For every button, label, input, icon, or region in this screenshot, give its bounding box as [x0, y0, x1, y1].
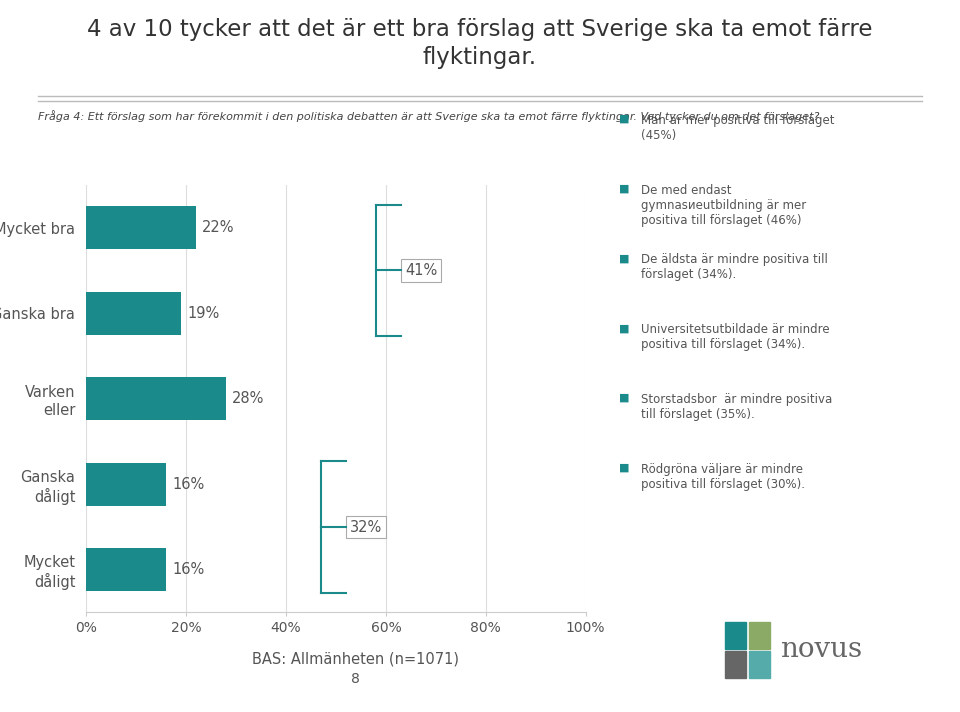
- Text: Fråga 4: Ett förslag som har förekommit i den politiska debatten är att Sverige : Fråga 4: Ett förslag som har förekommit …: [38, 110, 820, 122]
- Text: Rödgröna väljare är mindre
positiva till förslaget (30%).: Rödgröna väljare är mindre positiva till…: [641, 463, 805, 491]
- Text: 16%: 16%: [172, 562, 204, 577]
- Text: 22%: 22%: [203, 220, 234, 235]
- Text: De äldsta är mindre positiva till
förslaget (34%).: De äldsta är mindre positiva till försla…: [641, 253, 828, 281]
- Text: 28%: 28%: [232, 391, 265, 407]
- Text: ■: ■: [619, 253, 630, 263]
- Text: Universitetsutbildade är mindre
positiva till förslaget (34%).: Universitetsutbildade är mindre positiva…: [641, 323, 829, 351]
- Text: 32%: 32%: [350, 520, 382, 535]
- Text: De med endast
gymnasиeutbildning är mer
positiva till förslaget (46%): De med endast gymnasиeutbildning är mer …: [641, 184, 806, 226]
- Text: ■: ■: [619, 323, 630, 333]
- Text: ■: ■: [619, 463, 630, 473]
- Text: Storstadsbor  är mindre positiva
till förslaget (35%).: Storstadsbor är mindre positiva till för…: [641, 393, 832, 421]
- Text: Män är mer positiva till förslaget
(45%): Män är mer positiva till förslaget (45%): [641, 114, 835, 142]
- Bar: [86, 377, 227, 420]
- Bar: [86, 463, 166, 506]
- Text: 4 av 10 tycker att det är ett bra förslag att Sverige ska ta emot färre
flykting: 4 av 10 tycker att det är ett bra försla…: [87, 18, 873, 69]
- Text: ■: ■: [619, 184, 630, 194]
- Text: BAS: Allmänheten (n=1071): BAS: Allmänheten (n=1071): [252, 651, 459, 666]
- Text: 16%: 16%: [172, 477, 204, 492]
- Bar: [86, 548, 166, 591]
- Text: ■: ■: [619, 393, 630, 403]
- Text: 19%: 19%: [187, 305, 220, 320]
- Text: 8: 8: [350, 672, 360, 686]
- Text: novus: novus: [780, 637, 863, 663]
- Bar: [86, 292, 181, 335]
- Text: 41%: 41%: [405, 263, 437, 278]
- Bar: [86, 206, 196, 249]
- Text: ■: ■: [619, 114, 630, 124]
